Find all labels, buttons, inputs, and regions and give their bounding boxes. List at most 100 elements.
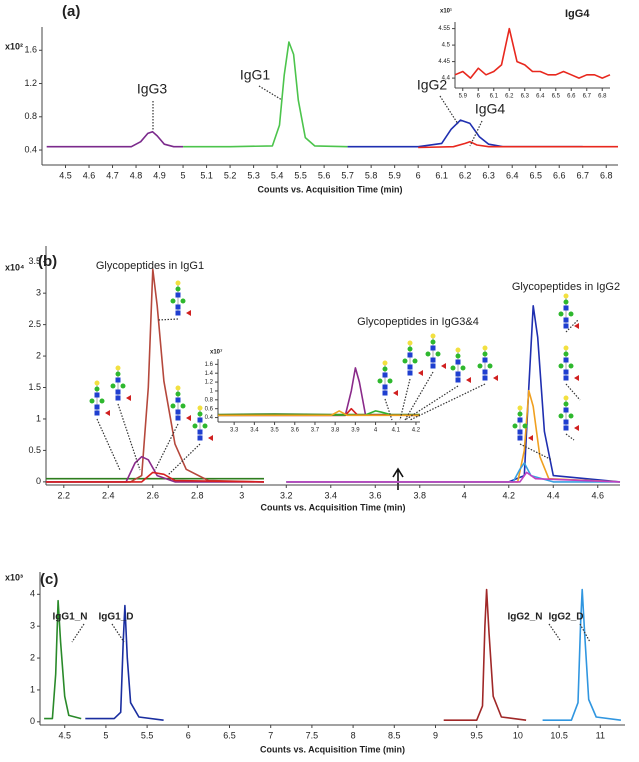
annotation: IgG1_D	[98, 612, 133, 623]
glycan-glcnac	[115, 395, 121, 401]
glycan-mannose	[120, 383, 126, 389]
glycan-glcnac	[115, 389, 121, 395]
y-tick-label: 3	[30, 621, 35, 631]
glycan-glcnac	[455, 377, 461, 383]
x-tick-label: 2.4	[102, 490, 115, 500]
leader-line	[439, 95, 459, 125]
annotation: Glycopeptides in IgG1	[96, 260, 204, 272]
leader-line	[154, 423, 179, 471]
y-tick-label: 1	[36, 413, 41, 423]
x-tick-label: 10.5	[550, 730, 568, 740]
glycan-mannose	[558, 413, 564, 419]
x-tick-label: 6.2	[459, 170, 472, 180]
glycan-mannose	[99, 398, 105, 404]
glycan-glcnac	[517, 435, 523, 441]
annotation: Glycopeptides in IgG3&4	[357, 316, 479, 328]
x-tick-label: 2.2	[58, 490, 71, 500]
glycan-glcnac	[175, 310, 181, 316]
x-tick-label: 3.8	[331, 428, 340, 434]
x-tick-label: 6.5	[223, 730, 236, 740]
leader-line	[167, 443, 201, 476]
glycan-fucose	[186, 415, 191, 421]
x-tick-label: 6.8	[598, 94, 607, 100]
glycan-galactose	[563, 345, 569, 351]
glycan-mannose	[402, 358, 408, 364]
leader-line	[111, 623, 125, 643]
glycan-galactose	[94, 380, 100, 386]
x-tick-label: 6.7	[576, 170, 589, 180]
x-tick-label: 4.1	[392, 428, 401, 434]
panel-label: (b)	[38, 253, 57, 270]
x-tick-label: 9.5	[470, 730, 483, 740]
glycan-fucose	[393, 390, 398, 396]
trace	[418, 140, 618, 149]
x-tick-label: 5	[181, 170, 186, 180]
glycan-mannose	[110, 383, 116, 389]
x-tick-label: 6.8	[600, 170, 613, 180]
y-tick-label: 0.8	[24, 111, 37, 121]
glycan-mannose	[115, 371, 121, 377]
panel-label: (c)	[40, 571, 58, 588]
y-tick-label: 3	[36, 288, 41, 298]
x-tick-label: 4	[374, 428, 378, 434]
x-tick-label: 6.4	[506, 170, 519, 180]
y-tick-label: 0.6	[205, 406, 214, 412]
axis-multiplier: x10³	[5, 572, 23, 582]
glycan-mannose	[435, 351, 441, 357]
annotation: Glycopeptides in IgG2	[512, 281, 620, 293]
glycan-glcnac	[175, 304, 181, 310]
glycan-mannose	[170, 403, 176, 409]
y-tick-label: 1.4	[205, 371, 214, 377]
x-tick-label: 5	[103, 730, 108, 740]
glycan-glcnac	[382, 384, 388, 390]
glycan-mannose	[558, 311, 564, 317]
glycan-glcnac	[563, 369, 569, 375]
x-tick-label: 5.2	[224, 170, 237, 180]
glycan-glcnac	[563, 375, 569, 381]
glycan-fucose	[441, 363, 446, 369]
glycan-glcnac	[563, 425, 569, 431]
x-tick-label: 8.5	[388, 730, 401, 740]
glycan-glcnac	[430, 363, 436, 369]
glycan-glcnac	[94, 410, 100, 416]
glycan-mannose	[482, 351, 488, 357]
glycan-glcnac	[382, 372, 388, 378]
x-axis-label: Counts vs. Acquisition Time (min)	[260, 744, 405, 754]
glycan-galactose	[455, 347, 461, 353]
glycan-galactose	[563, 293, 569, 299]
glycan-mannose	[487, 363, 493, 369]
glycan-mannose	[558, 363, 564, 369]
glycan-mannose	[517, 411, 523, 417]
x-tick-label: 5.5	[294, 170, 307, 180]
x-tick-label: 6	[416, 170, 421, 180]
y-tick-label: 2	[36, 350, 41, 360]
glycan-mannose	[455, 353, 461, 359]
x-tick-label: 3.8	[414, 490, 427, 500]
glycan-mannose	[202, 423, 208, 429]
x-tick-label: 5.8	[365, 170, 378, 180]
x-tick-label: 3.4	[250, 428, 259, 434]
y-tick-label: 0.5	[28, 445, 41, 455]
glycan-mannose	[407, 346, 413, 352]
x-tick-label: 3.2	[280, 490, 293, 500]
glycan-fucose	[574, 375, 579, 381]
glycan-fucose	[186, 310, 191, 316]
annotation: IgG4	[475, 101, 506, 117]
glycan-glcnac	[175, 292, 181, 298]
glycan-glcnac	[563, 357, 569, 363]
y-tick-label: 2.5	[28, 319, 41, 329]
trace	[218, 367, 421, 417]
trace	[286, 389, 621, 483]
glycan-glcnac	[563, 407, 569, 413]
x-tick-label: 9	[433, 730, 438, 740]
glycan-mannose	[568, 413, 574, 419]
glycan-glcnac	[175, 397, 181, 403]
leader-line	[565, 433, 575, 441]
glycan-fucose	[493, 375, 498, 381]
x-tick-label: 11	[596, 730, 605, 740]
glycan-glcnac	[407, 352, 413, 358]
axis-multiplier: x10¹	[440, 8, 452, 15]
glycan-mannose	[170, 298, 176, 304]
leader-line	[71, 623, 85, 643]
y-tick-label: 1.2	[24, 78, 37, 88]
